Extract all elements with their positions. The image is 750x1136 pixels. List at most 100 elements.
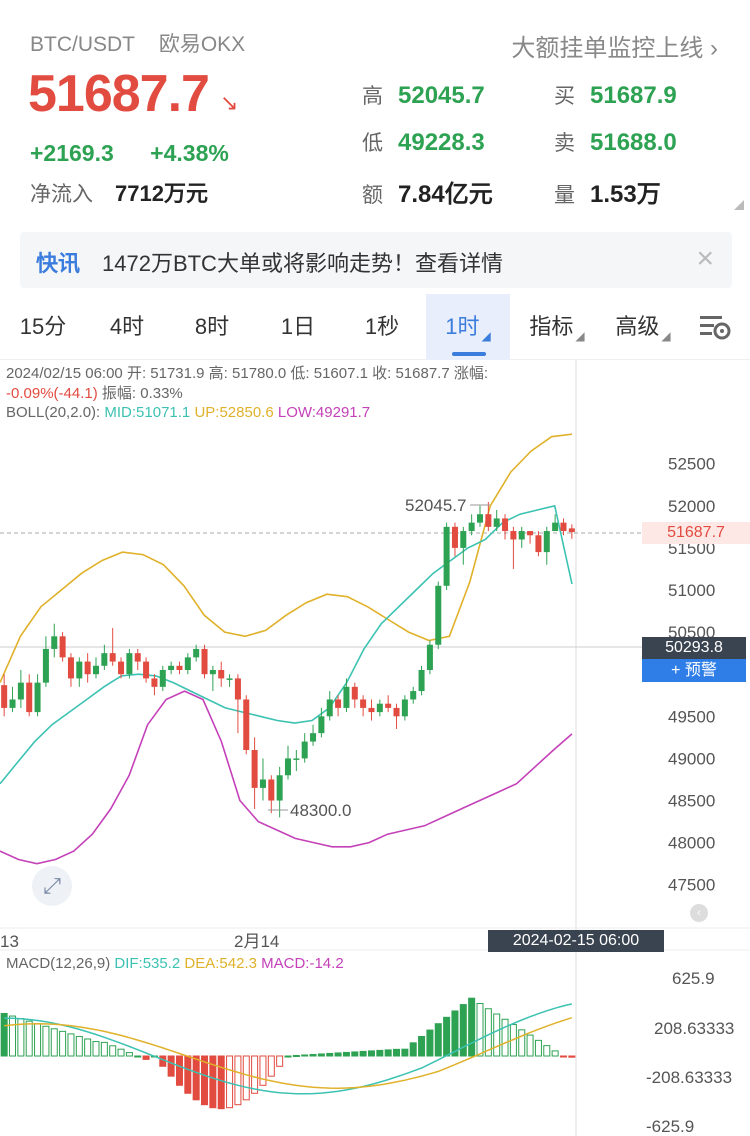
candle-body — [143, 661, 150, 679]
tab-1s[interactable]: 1秒 — [364, 314, 400, 339]
trend-arrow-icon: ↘ — [220, 90, 239, 115]
date-label-mid: 2月14 — [234, 932, 279, 951]
macd-histogram-bar — [75, 1035, 83, 1057]
candle-body — [226, 678, 233, 680]
candle-body — [67, 657, 74, 679]
interval-tabs: 15分 4时 8时 1日 1秒 1时 ◢ 指标 ◢ 高级 ◢ — [0, 294, 750, 360]
macd-prefix: MACD(12,26,9) — [6, 955, 115, 972]
news-text[interactable]: 1472万BTC大单或将影响走势！查看详情 — [102, 251, 503, 276]
macd-histogram-bar — [359, 1050, 367, 1057]
macd-dea-line — [4, 1016, 573, 1089]
macd-histogram-bar — [0, 1013, 8, 1057]
tab-4h[interactable]: 4时 — [109, 314, 145, 339]
macd-histogram-bar — [242, 1055, 250, 1101]
candle-body — [176, 665, 183, 670]
ohlc-change: -0.09%(-44.1) — [6, 385, 98, 402]
price-axis-label: 49500 — [668, 707, 715, 726]
pair-info: BTC/USDT 欧易OKX — [30, 28, 263, 58]
candle-body — [351, 686, 358, 700]
macd-histogram-bar — [184, 1055, 192, 1094]
price-axis-label: 52500 — [668, 455, 715, 474]
candle-body — [310, 733, 317, 742]
candle-body — [485, 514, 492, 527]
candle-body — [284, 758, 292, 776]
candle-body — [460, 531, 467, 548]
close-icon[interactable]: × — [696, 242, 714, 275]
macd-histogram-bar — [559, 1055, 567, 1058]
macd-histogram-bar — [501, 1018, 509, 1057]
scroll-back-icon[interactable]: ‹ — [690, 904, 708, 922]
candle-body — [218, 670, 225, 679]
boll-mid: MID:51071.1 — [104, 404, 191, 421]
candle-body — [368, 707, 375, 713]
net-inflow: 净流入 7712万元 — [30, 176, 208, 208]
candle-body — [418, 670, 425, 692]
expand-icon[interactable]: ⤢ — [32, 866, 72, 906]
macd-histogram-bar — [50, 1028, 58, 1057]
news-tag: 快讯 — [36, 251, 81, 276]
candle-body — [343, 686, 350, 708]
tab-1h-label: 1时 — [445, 314, 480, 339]
tab-1h[interactable]: 1时 ◢ — [426, 294, 510, 360]
candle-body — [385, 703, 392, 708]
candle-body — [234, 678, 241, 700]
candle-body — [401, 699, 408, 717]
macd-histogram-bar — [334, 1052, 342, 1057]
candle-body — [168, 665, 175, 670]
macd-histogram-bar — [9, 1015, 17, 1057]
candle-body — [535, 535, 542, 553]
dropdown-triangle-icon: ◢ — [575, 329, 585, 343]
tab-advanced[interactable]: 高级 ◢ — [602, 294, 684, 360]
stat-low-value: 49228.3 — [398, 129, 485, 156]
macd-histogram-bar — [125, 1052, 133, 1057]
macd-histogram-bar — [276, 1055, 284, 1067]
exchange-name: 欧易OKX — [158, 33, 246, 56]
tab-indicators[interactable]: 指标 ◢ — [514, 294, 600, 360]
candle-body — [335, 699, 342, 708]
candle-body — [26, 682, 33, 713]
tab-8h[interactable]: 8时 — [194, 314, 230, 339]
candle-body — [318, 716, 325, 734]
stat-ask: 卖 51688.0 — [554, 127, 677, 157]
macd-histogram-bar — [267, 1055, 275, 1077]
macd-axis-label: 208.63333 — [654, 1019, 734, 1038]
settings-list-icon — [700, 316, 731, 340]
candle-body — [543, 531, 550, 553]
candle-body — [476, 514, 484, 523]
candle-body — [276, 775, 283, 801]
macd-histogram-bar — [259, 1055, 267, 1086]
macd-histogram-bar — [401, 1048, 409, 1057]
stat-amount-value: 7.84亿元 — [398, 181, 493, 208]
candle-body — [243, 699, 250, 750]
stat-high-label: 高 — [362, 85, 383, 108]
macd-histogram-bar — [167, 1055, 175, 1077]
chart-settings-button[interactable] — [690, 294, 744, 360]
candle-body — [84, 661, 91, 675]
macd-histogram-bar — [484, 1008, 492, 1057]
candle-body — [209, 670, 216, 675]
macd-histogram-bar — [342, 1051, 350, 1057]
macd-histogram-bar — [34, 1023, 42, 1057]
candle-body — [76, 661, 83, 679]
monitor-link[interactable]: 大额挂单监控上线 › — [511, 35, 718, 62]
macd-histogram-bar — [309, 1053, 317, 1057]
add-alert-button[interactable]: + 预警 — [642, 659, 746, 682]
stat-ask-value: 51688.0 — [590, 129, 677, 156]
macd-histogram-bar — [518, 1029, 526, 1057]
candle-body — [9, 699, 16, 708]
candle-body — [527, 531, 534, 536]
macd-histogram-bar — [175, 1055, 183, 1086]
tab-1d[interactable]: 1日 — [280, 314, 316, 339]
macd-histogram-bar — [568, 1055, 576, 1058]
candle-body — [151, 678, 158, 687]
candle-body — [360, 699, 367, 708]
tab-15m[interactable]: 15分 — [19, 314, 67, 339]
stat-amount: 额 7.84亿元 — [362, 174, 493, 209]
candle-body — [184, 657, 191, 670]
high-marker-label: 52045.7 — [405, 496, 466, 515]
macd-histogram-bar — [284, 1055, 292, 1058]
price-axis-label: 48000 — [668, 834, 715, 853]
news-banner[interactable]: 快讯 1472万BTC大单或将影响走势！查看详情 × — [20, 232, 732, 288]
macd-histogram-bar — [551, 1050, 559, 1057]
